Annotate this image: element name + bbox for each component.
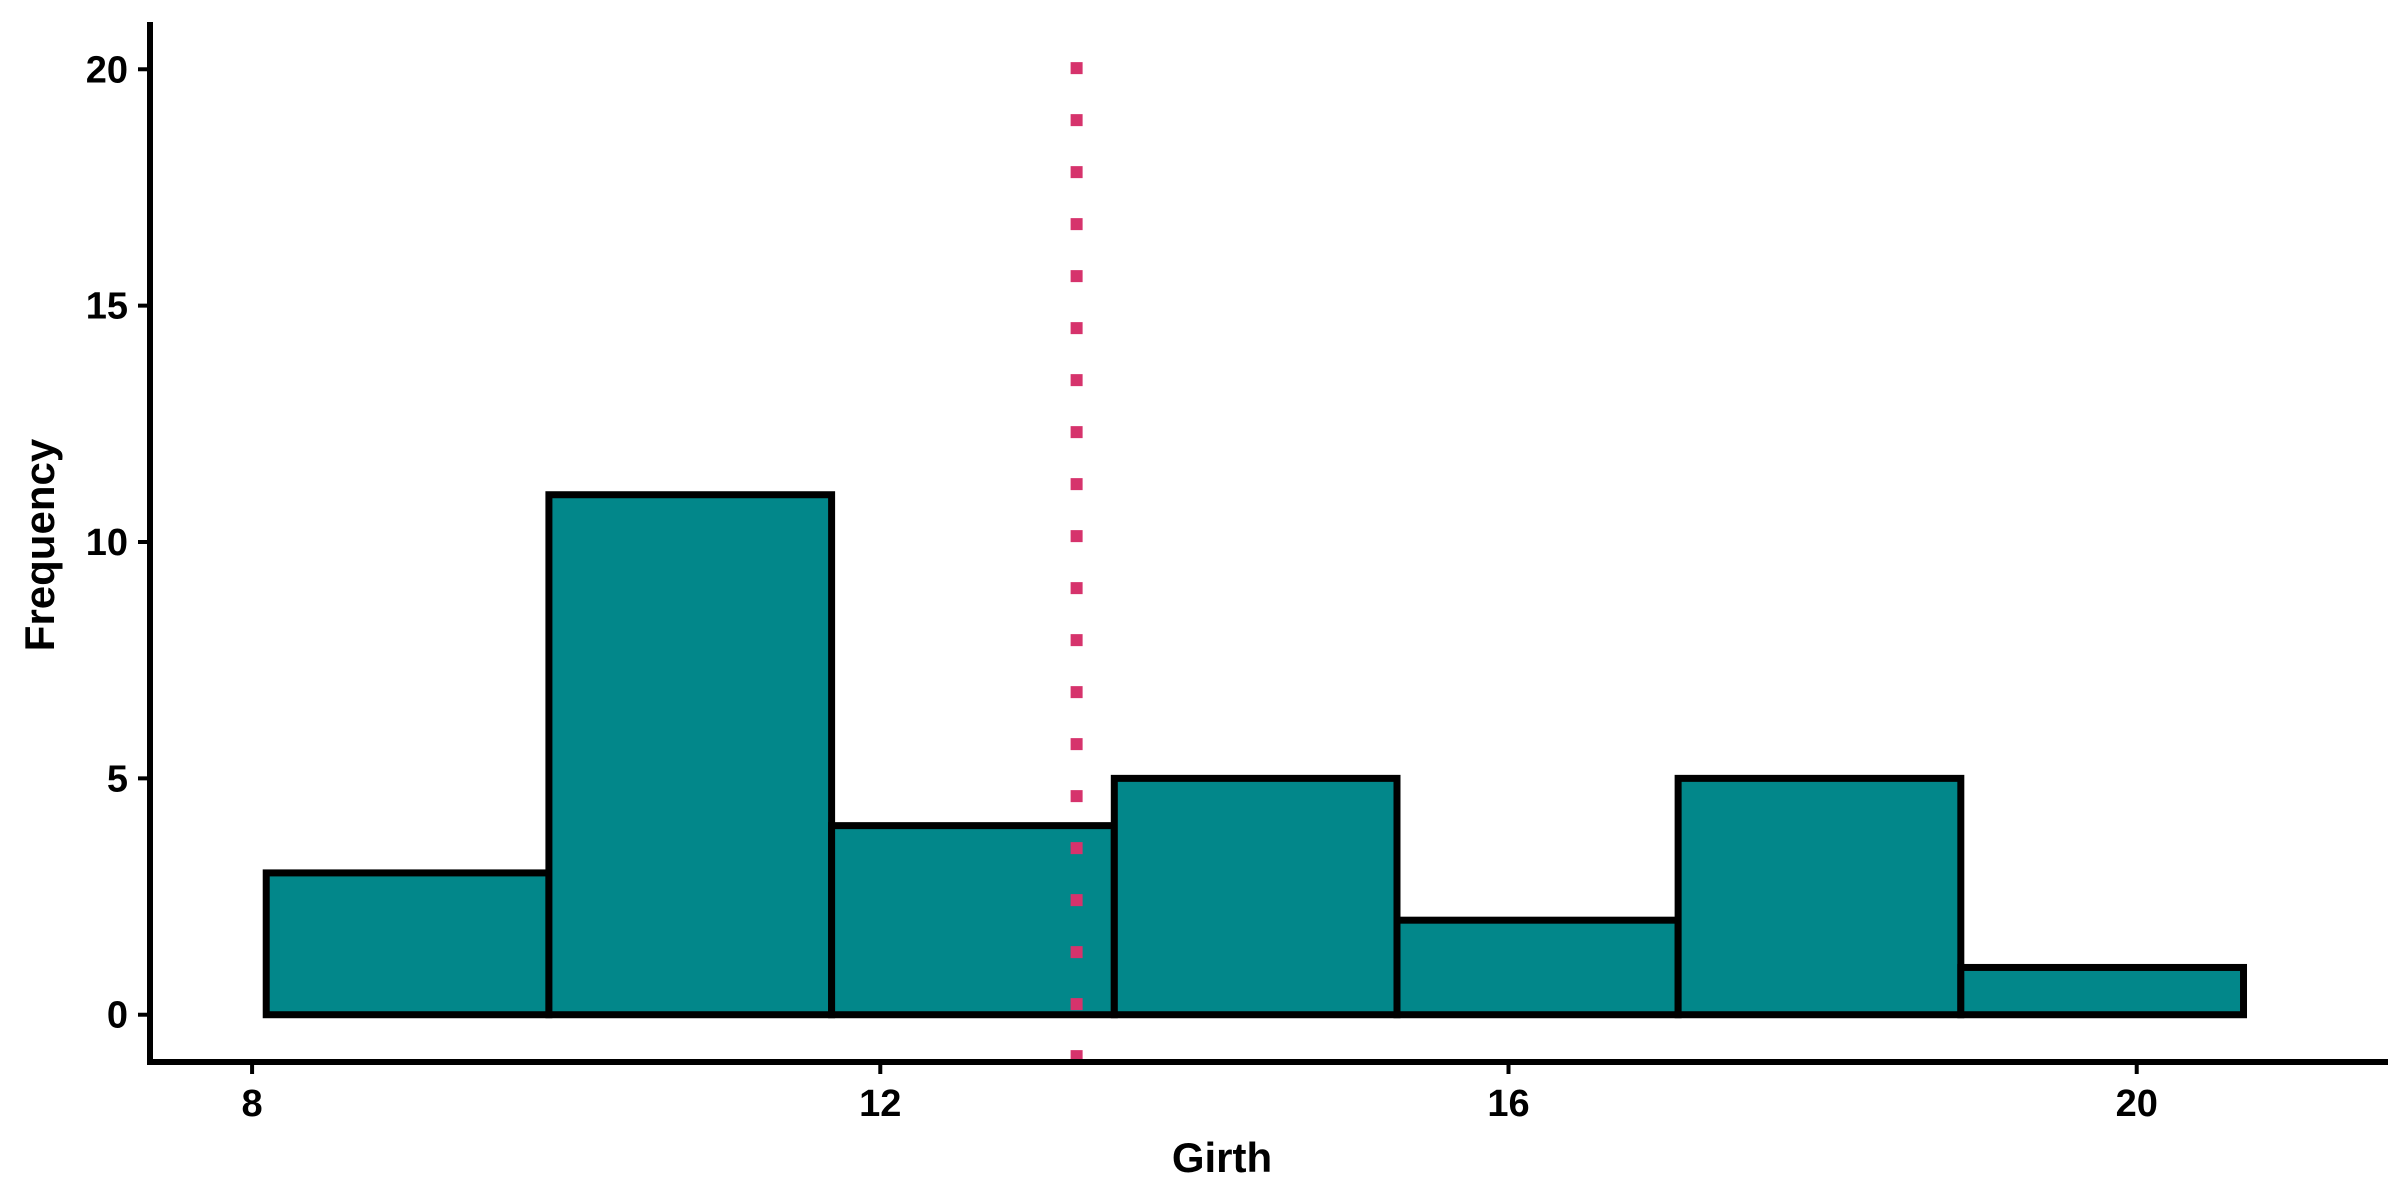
y-tick-label: 0 xyxy=(107,995,128,1037)
x-tick-label: 16 xyxy=(1487,1083,1529,1125)
y-axis-title: Frequency xyxy=(16,438,63,651)
y-tick-label: 5 xyxy=(107,758,128,800)
histogram-bar-3 xyxy=(828,822,1118,1019)
histogram-bar-4 xyxy=(1110,774,1401,1019)
x-tick-label: 8 xyxy=(242,1083,263,1125)
histogram-bar-6 xyxy=(1674,774,1965,1019)
histogram-bar-7 xyxy=(1957,963,2248,1019)
histogram-bars xyxy=(262,491,2248,1019)
histogram-bar-2 xyxy=(545,491,836,1019)
y-tick-label: 15 xyxy=(86,286,128,328)
x-tick-label: 20 xyxy=(2116,1083,2158,1125)
x-axis-ticks: 8 12 16 20 xyxy=(242,1062,2158,1125)
histogram-bar-1 xyxy=(262,869,553,1019)
y-tick-label: 20 xyxy=(86,49,128,91)
histogram-bar-5 xyxy=(1393,916,1682,1019)
x-axis-title: Girth xyxy=(1172,1134,1272,1181)
y-axis-ticks: 0 5 10 15 20 xyxy=(86,49,150,1037)
x-tick-label: 12 xyxy=(859,1083,901,1125)
y-tick-label: 10 xyxy=(86,522,128,564)
